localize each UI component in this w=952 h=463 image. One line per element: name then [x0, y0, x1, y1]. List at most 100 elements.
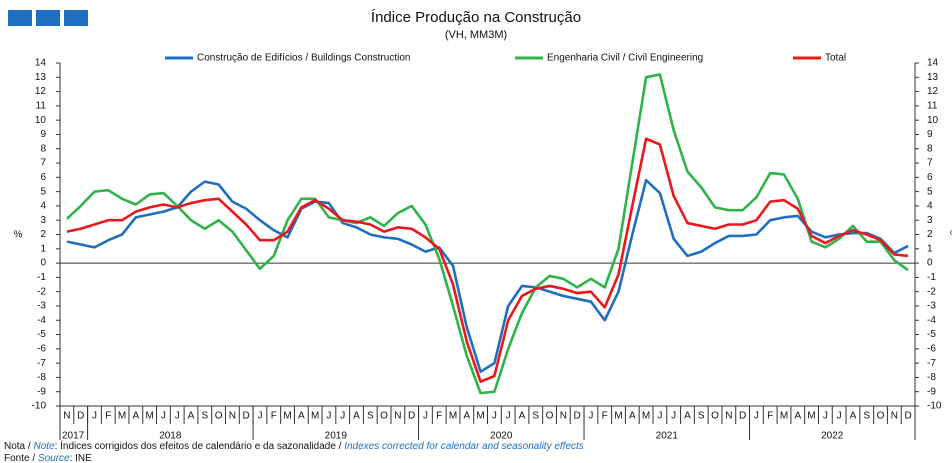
y-tick-label: 11 [36, 101, 47, 112]
x-tick-label: A [794, 411, 801, 422]
x-tick-label: J [671, 411, 676, 422]
year-label: 2018 [159, 431, 182, 442]
x-tick-label: M [807, 411, 815, 422]
logo [8, 10, 32, 26]
y-axis-label: % [14, 230, 23, 241]
x-tick-label: J [326, 411, 331, 422]
x-tick-label: S [367, 411, 374, 422]
y-tick-label: 2 [40, 229, 46, 240]
x-tick-label: J [588, 411, 593, 422]
x-tick-label: F [271, 411, 277, 422]
logo [64, 10, 88, 26]
note-part: : Índices corrigidos dos efeitos de cale… [55, 439, 345, 452]
y2-tick-label: -4 [927, 315, 936, 326]
x-tick-label: F [436, 411, 442, 422]
x-tick-label: A [684, 411, 691, 422]
y2-tick-label: -8 [927, 372, 936, 383]
y2-tick-label: 8 [927, 143, 933, 154]
y-tick-label: 9 [40, 129, 46, 140]
y-tick-label: -9 [37, 386, 46, 397]
y2-tick-label: 14 [927, 58, 939, 69]
x-tick-label: J [257, 411, 262, 422]
note-part: Note [33, 441, 55, 452]
x-tick-label: J [175, 411, 180, 422]
x-tick-label: A [353, 411, 360, 422]
y-tick-label: 6 [40, 172, 46, 183]
y2-tick-label: -7 [927, 358, 936, 369]
y-tick-label: -7 [37, 358, 46, 369]
x-tick-label: F [767, 411, 773, 422]
x-tick-label: J [492, 411, 497, 422]
x-tick-label: M [614, 411, 622, 422]
year-label: 2019 [325, 431, 348, 442]
x-tick-label: D [574, 411, 581, 422]
y-tick-label: -10 [32, 401, 47, 412]
x-tick-label: D [739, 411, 746, 422]
y2-tick-label: -9 [927, 386, 936, 397]
y-tick-label: -3 [37, 301, 46, 312]
x-tick-label: J [92, 411, 97, 422]
y2-tick-label: -3 [927, 301, 936, 312]
source: Fonte / Source: INE [4, 453, 92, 463]
x-tick-label: D [904, 411, 911, 422]
x-tick-label: O [711, 411, 719, 422]
x-tick-label: J [823, 411, 828, 422]
y-tick-label: -2 [37, 286, 46, 297]
x-tick-label: F [105, 411, 111, 422]
y2-tick-label: 10 [927, 115, 939, 126]
y2-tick-label: 12 [927, 86, 939, 97]
note-part: Indexes corrected for calendar and seaso… [344, 441, 584, 452]
x-tick-label: A [188, 411, 195, 422]
y2-axis-label: % [950, 230, 952, 241]
y-tick-label: 8 [40, 143, 46, 154]
y2-tick-label: 4 [927, 201, 933, 212]
y-tick-label: -6 [37, 343, 46, 354]
y2-tick-label: -1 [927, 272, 936, 283]
x-tick-label: M [476, 411, 484, 422]
series-line [66, 73, 909, 395]
y-tick-label: 1 [40, 243, 46, 254]
y2-tick-label: 13 [927, 72, 939, 83]
y-tick-label: -1 [37, 272, 46, 283]
y2-tick-label: 11 [927, 101, 938, 112]
y-tick-label: 10 [35, 115, 47, 126]
x-tick-label: M [642, 411, 650, 422]
x-tick-label: J [837, 411, 842, 422]
x-tick-label: M [118, 411, 126, 422]
note-part: Nota / [4, 441, 33, 452]
x-tick-label: M [145, 411, 153, 422]
x-tick-label: J [754, 411, 759, 422]
legend-label: Engenharia Civil / Civil Engineering [547, 53, 703, 64]
x-tick-label: N [891, 411, 898, 422]
year-label: 2020 [490, 431, 513, 442]
x-tick-label: O [877, 411, 885, 422]
x-tick-label: D [408, 411, 415, 422]
x-tick-label: M [449, 411, 457, 422]
x-tick-label: S [698, 411, 705, 422]
source-part: Source [38, 453, 70, 463]
x-tick-label: S [201, 411, 208, 422]
y-tick-label: 3 [40, 215, 46, 226]
x-tick-label: J [161, 411, 166, 422]
note: Nota / Note: Índices corrigidos dos efei… [4, 439, 584, 452]
source-part: : INE [70, 453, 93, 463]
x-tick-label: A [298, 411, 305, 422]
y-tick-label: 13 [35, 72, 47, 83]
y-tick-label: 7 [40, 158, 46, 169]
x-tick-label: A [850, 411, 857, 422]
x-tick-label: A [133, 411, 140, 422]
x-tick-label: D [77, 411, 84, 422]
x-tick-label: D [243, 411, 250, 422]
y2-tick-label: 0 [927, 258, 933, 269]
chart-title: Índice Produção na Construção [371, 9, 581, 26]
x-tick-label: J [506, 411, 511, 422]
year-label: 2017 [62, 431, 85, 442]
x-tick-label: F [602, 411, 608, 422]
y2-tick-label: 9 [927, 129, 933, 140]
y2-tick-label: 6 [927, 172, 933, 183]
series-line [66, 178, 909, 373]
y-tick-label: -8 [37, 372, 46, 383]
y-tick-label: 5 [40, 186, 46, 197]
x-tick-label: N [725, 411, 732, 422]
